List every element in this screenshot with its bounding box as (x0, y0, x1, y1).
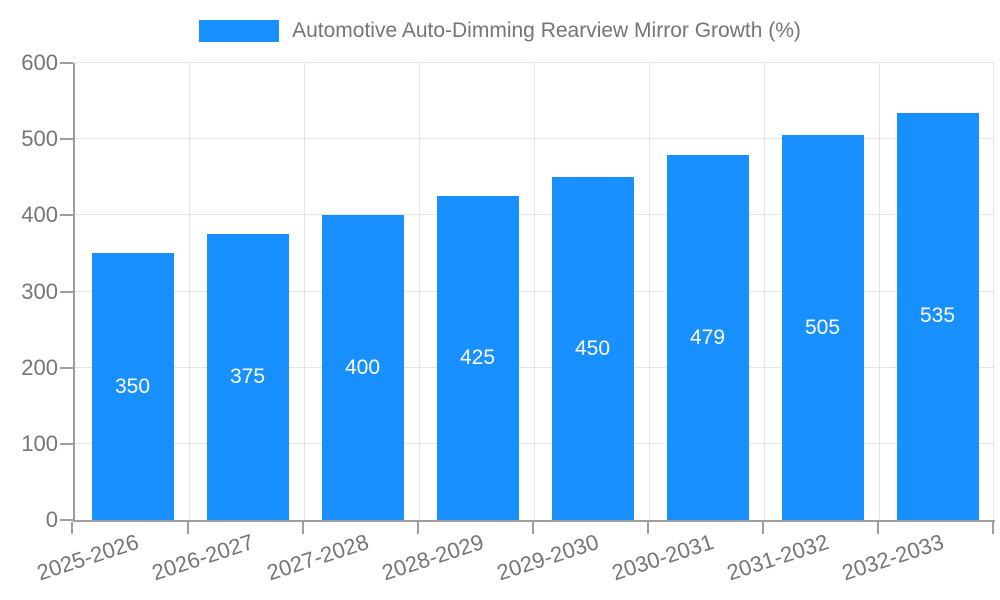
bar-value-label: 535 (919, 304, 956, 328)
y-axis-tick (60, 62, 73, 64)
x-axis-tick (302, 522, 304, 534)
x-axis-tick (647, 522, 649, 534)
y-axis-tick (60, 366, 73, 369)
h-gridline (75, 442, 995, 444)
bar-value-label: 400 (344, 355, 381, 379)
x-tick-label: 2032-2033 (839, 529, 947, 586)
bar-2030-2031: 479 (666, 155, 749, 520)
bar-value-label: 425 (459, 346, 496, 370)
bar-2025-2026: 350 (91, 253, 174, 520)
v-gridline (764, 63, 765, 520)
chart-legend[interactable]: Automotive Auto-Dimming Rearview Mirror … (0, 20, 1000, 42)
bar-2031-2032: 505 (781, 135, 864, 520)
y-axis-tick (60, 214, 73, 217)
v-gridline (419, 63, 420, 520)
h-gridline (75, 366, 995, 368)
h-gridline (75, 214, 995, 216)
y-axis-tick (60, 290, 73, 293)
bar-2027-2028: 400 (321, 215, 404, 520)
y-tick-label: 200 (21, 354, 58, 380)
x-axis-tick (417, 522, 419, 534)
y-tick-label: 0 (45, 507, 58, 532)
x-axis-tick (877, 522, 879, 534)
h-gridline (75, 138, 995, 140)
y-axis-tick (60, 442, 73, 445)
x-axis-tick (532, 522, 534, 534)
bar-value-label: 375 (229, 365, 266, 389)
x-tick-label: 2028-2029 (379, 529, 487, 586)
v-gridline (304, 63, 305, 520)
x-tick-label: 2026-2027 (149, 529, 257, 586)
y-axis-tick (60, 138, 73, 141)
y-tick-label: 300 (21, 278, 58, 304)
y-tick-label: 500 (21, 126, 58, 152)
x-axis-tick (992, 522, 994, 534)
legend-label: Automotive Auto-Dimming Rearview Mirror … (292, 19, 801, 42)
v-gridline (993, 63, 994, 520)
v-gridline (189, 63, 190, 520)
plot-area: 350 375 400 425 450 479 505 535 (73, 62, 995, 522)
bar-value-label: 450 (574, 336, 611, 360)
y-tick-label: 600 (21, 50, 58, 75)
y-axis-tick (60, 519, 73, 521)
y-tick-label: 400 (21, 202, 58, 228)
bar-2032-2033: 535 (896, 112, 979, 520)
y-tick-label: 100 (21, 430, 58, 456)
bar-2028-2029: 425 (436, 196, 519, 520)
bar-2029-2030: 450 (551, 177, 634, 520)
x-tick-label: 2031-2032 (724, 529, 832, 586)
x-axis-tick (187, 522, 189, 534)
x-tick-label: 2027-2028 (264, 529, 372, 586)
h-gridline (75, 290, 995, 292)
v-gridline (534, 63, 535, 520)
x-tick-label: 2030-2031 (609, 529, 717, 586)
x-axis-tick (71, 522, 73, 534)
legend-swatch (199, 20, 280, 42)
h-gridline (75, 62, 995, 63)
v-gridline (649, 63, 650, 520)
x-tick-label: 2025-2026 (34, 529, 142, 586)
bar-value-label: 350 (114, 374, 151, 398)
x-tick-label: 2029-2030 (494, 529, 602, 586)
bar-value-label: 479 (689, 325, 726, 349)
v-gridline (879, 63, 880, 520)
x-axis-tick (762, 522, 764, 534)
bar-2026-2027: 375 (206, 234, 289, 520)
bar-value-label: 505 (804, 315, 841, 339)
